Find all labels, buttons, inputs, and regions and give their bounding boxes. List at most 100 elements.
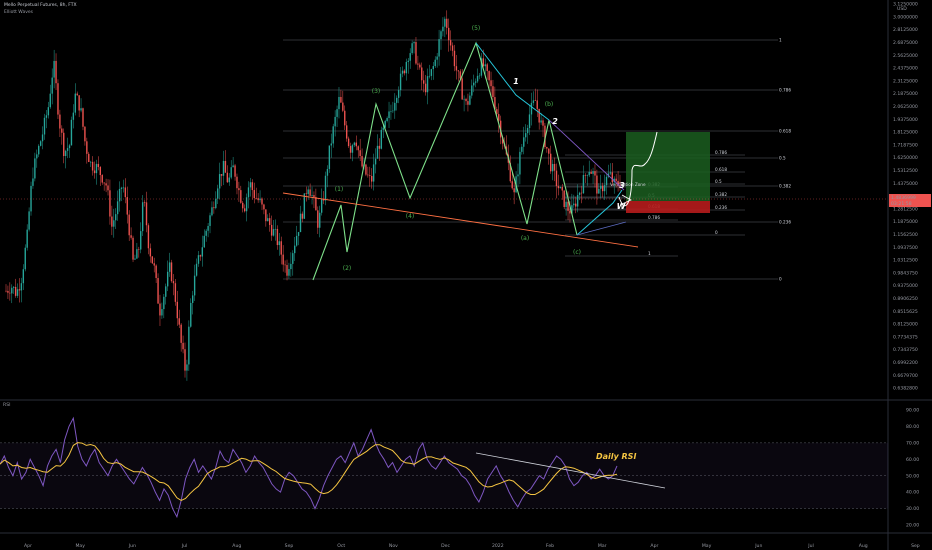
candle-body bbox=[519, 151, 521, 175]
candle-body bbox=[334, 116, 336, 127]
candle-body bbox=[422, 80, 425, 84]
candle-body bbox=[469, 95, 471, 105]
price-axis-tick: 2.8125000 bbox=[893, 27, 918, 33]
candle-body bbox=[498, 114, 500, 121]
candle-body bbox=[288, 269, 290, 276]
candle-body bbox=[546, 146, 548, 149]
candle-body bbox=[174, 283, 177, 302]
candle-body bbox=[207, 225, 209, 231]
candle-body bbox=[68, 145, 71, 149]
candle-body bbox=[116, 201, 119, 215]
rsi-axis-tick: 30.00 bbox=[906, 506, 919, 512]
candle-body bbox=[349, 146, 352, 153]
symbol-title: Mello Perpetual Futures, 8h, FTX bbox=[4, 3, 77, 8]
candle-body bbox=[118, 188, 121, 202]
candle-body bbox=[307, 189, 309, 195]
candle-body bbox=[465, 98, 467, 102]
candle-body bbox=[559, 186, 562, 189]
candle-body bbox=[128, 214, 130, 236]
candle-body bbox=[345, 125, 348, 139]
candle-body bbox=[218, 174, 221, 189]
projected-path bbox=[618, 131, 658, 207]
candle-body bbox=[9, 292, 11, 294]
candle-body bbox=[215, 198, 217, 209]
candle-body bbox=[292, 253, 294, 264]
fib-level-label: 0.382 bbox=[779, 184, 791, 189]
candle-body bbox=[394, 102, 396, 111]
candle-body bbox=[238, 188, 240, 191]
candle-body bbox=[163, 296, 165, 310]
candle-body bbox=[538, 108, 540, 123]
candle-body bbox=[193, 275, 196, 296]
fib-level-label-secondary: 0.786 bbox=[715, 150, 727, 155]
sub-wave-label: 3 bbox=[619, 181, 625, 190]
candle-body bbox=[399, 73, 402, 91]
candle-body bbox=[320, 199, 323, 213]
candle-body bbox=[496, 109, 498, 115]
candle-body bbox=[611, 172, 614, 183]
price-axis-tick: 1.6250000 bbox=[893, 155, 918, 161]
time-axis-tick: Mar bbox=[598, 543, 607, 549]
candle-body bbox=[536, 100, 538, 109]
candle-body bbox=[263, 204, 265, 210]
rsi-axis-tick: 20.00 bbox=[906, 523, 919, 529]
fib-level-label-secondary: 0.786 bbox=[648, 215, 660, 220]
candle-body bbox=[16, 289, 19, 296]
rsi-axis-tick: 80.00 bbox=[906, 424, 919, 430]
candle-body bbox=[151, 256, 153, 264]
candle-body bbox=[438, 39, 440, 57]
rsi-panel-label: RSI bbox=[3, 402, 10, 408]
candle-body bbox=[526, 128, 529, 134]
rsi-line bbox=[0, 416, 618, 519]
candle-body bbox=[342, 102, 344, 111]
candle-body bbox=[55, 60, 57, 84]
candle-body bbox=[386, 118, 388, 121]
candle-body bbox=[609, 172, 612, 174]
candle-body bbox=[61, 128, 63, 133]
candle-body bbox=[374, 158, 377, 165]
candle-body bbox=[168, 262, 171, 272]
candle-body bbox=[247, 187, 250, 198]
rsi-annotation: Daily RSI bbox=[596, 452, 636, 461]
candle-body bbox=[280, 241, 282, 255]
candle-body bbox=[401, 70, 404, 74]
price-axis-tick: 0.8906250 bbox=[893, 296, 918, 302]
price-axis-tick: 3.0000000 bbox=[893, 14, 918, 20]
candle-body bbox=[236, 176, 238, 189]
candle-body bbox=[447, 27, 450, 41]
candle-body bbox=[332, 126, 334, 144]
candle-body bbox=[203, 235, 205, 248]
candle-body bbox=[240, 190, 242, 203]
time-axis-tick: 2022 bbox=[492, 543, 504, 549]
price-axis-tick: 1.8125000 bbox=[893, 130, 918, 136]
candle-body bbox=[455, 66, 458, 71]
fib-level-label: 0.236 bbox=[779, 220, 791, 225]
rsi-axis-tick: 90.00 bbox=[906, 408, 919, 414]
candle-body bbox=[192, 295, 194, 303]
candle-body bbox=[344, 110, 346, 126]
candle-body bbox=[340, 96, 342, 103]
price-axis-tick: 0.8515625 bbox=[893, 309, 918, 315]
candle-body bbox=[557, 186, 560, 189]
candle-body bbox=[64, 150, 67, 157]
price-axis-tick: 1.4375000 bbox=[893, 181, 918, 187]
rsi-axis-tick: 70.00 bbox=[906, 440, 919, 446]
candle-body bbox=[598, 188, 600, 194]
candle-body bbox=[22, 269, 25, 284]
candle-body bbox=[178, 318, 180, 325]
candle-body bbox=[428, 75, 431, 77]
candle-body bbox=[165, 286, 167, 297]
candle-body bbox=[232, 165, 234, 168]
candle-body bbox=[182, 342, 184, 350]
candle-body bbox=[278, 241, 281, 246]
candle-body bbox=[130, 235, 132, 238]
candle-body bbox=[305, 193, 307, 195]
candle-body bbox=[89, 161, 92, 163]
candle-body bbox=[532, 100, 535, 103]
candle-body bbox=[20, 283, 23, 291]
candle-body bbox=[324, 175, 327, 201]
elliott-wave-label: (a) bbox=[521, 235, 529, 242]
